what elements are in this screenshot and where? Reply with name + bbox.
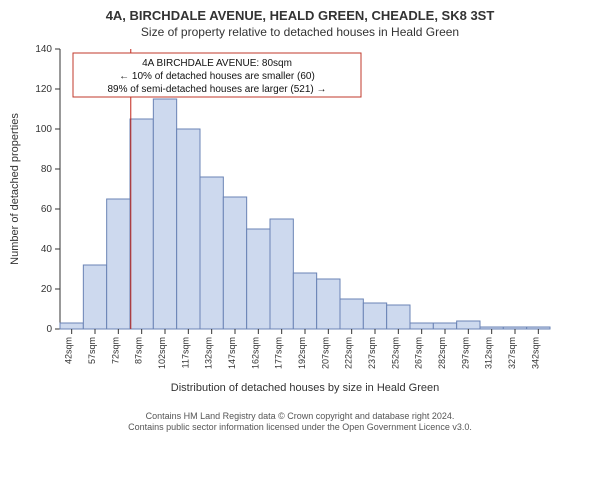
title-block: 4A, BIRCHDALE AVENUE, HEALD GREEN, CHEAD…: [0, 0, 600, 39]
svg-text:100: 100: [35, 124, 52, 135]
svg-text:42sqm: 42sqm: [64, 337, 74, 364]
svg-text:132sqm: 132sqm: [204, 337, 214, 369]
histogram-bar: [270, 219, 293, 329]
svg-text:20: 20: [41, 284, 53, 295]
chart-title: 4A, BIRCHDALE AVENUE, HEALD GREEN, CHEAD…: [0, 8, 600, 23]
histogram-bar: [433, 323, 456, 329]
histogram-bar: [247, 229, 270, 329]
svg-text:267sqm: 267sqm: [414, 337, 424, 369]
svg-text:177sqm: 177sqm: [274, 337, 284, 369]
histogram-bar: [387, 305, 410, 329]
svg-text:40: 40: [41, 244, 53, 255]
histogram-bar: [503, 327, 526, 329]
svg-text:327sqm: 327sqm: [507, 337, 517, 369]
histogram-bar: [130, 119, 153, 329]
footer-line-1: Contains HM Land Registry data © Crown c…: [0, 411, 600, 422]
histogram-bar: [107, 199, 130, 329]
svg-text:342sqm: 342sqm: [530, 337, 540, 369]
svg-text:297sqm: 297sqm: [460, 337, 470, 369]
histogram-bar: [317, 279, 340, 329]
svg-text:80: 80: [41, 164, 53, 175]
svg-text:140: 140: [35, 44, 52, 55]
svg-text:237sqm: 237sqm: [367, 337, 377, 369]
histogram-bar: [457, 321, 480, 329]
svg-text:120: 120: [35, 84, 52, 95]
svg-text:162sqm: 162sqm: [250, 337, 260, 369]
histogram-bar: [200, 177, 223, 329]
svg-text:252sqm: 252sqm: [390, 337, 400, 369]
histogram-bar: [293, 273, 316, 329]
svg-text:282sqm: 282sqm: [437, 337, 447, 369]
histogram-chart: 0 20 40 60 80 100 120 140 42sqm 57sqm 72sqm 87sqm 10…: [0, 39, 600, 409]
histogram-bar: [363, 303, 386, 329]
svg-text:87sqm: 87sqm: [134, 337, 144, 364]
svg-text:147sqm: 147sqm: [227, 337, 237, 369]
histogram-bar: [83, 265, 106, 329]
attribution-footer: Contains HM Land Registry data © Crown c…: [0, 409, 600, 433]
histogram-bar: [340, 299, 363, 329]
histogram-bar: [153, 99, 176, 329]
svg-text:72sqm: 72sqm: [110, 337, 120, 364]
svg-text:312sqm: 312sqm: [484, 337, 494, 369]
annotation-line: 89% of semi-detached houses are larger (…: [107, 84, 326, 95]
histogram-bar: [60, 323, 83, 329]
x-axis-label: Distribution of detached houses by size …: [171, 382, 439, 394]
svg-text:222sqm: 222sqm: [344, 337, 354, 369]
svg-text:60: 60: [41, 204, 53, 215]
svg-text:Number of detached properties: Number of detached properties: [9, 113, 21, 265]
histogram-bar: [527, 327, 550, 329]
svg-text:192sqm: 192sqm: [297, 337, 307, 369]
svg-text:102sqm: 102sqm: [157, 337, 167, 369]
svg-text:117sqm: 117sqm: [180, 337, 190, 368]
chart-subtitle: Size of property relative to detached ho…: [0, 25, 600, 39]
footer-line-2: Contains public sector information licen…: [0, 422, 600, 433]
histogram-bar: [480, 327, 503, 329]
svg-text:0: 0: [46, 324, 52, 335]
histogram-bar: [177, 129, 200, 329]
svg-text:57sqm: 57sqm: [87, 337, 97, 364]
histogram-bar: [410, 323, 433, 329]
annotation-line: 4A BIRCHDALE AVENUE: 80sqm: [142, 58, 292, 69]
svg-text:207sqm: 207sqm: [320, 337, 330, 369]
annotation-line: ← 10% of detached houses are smaller (60…: [119, 71, 315, 82]
histogram-bar: [223, 197, 246, 329]
